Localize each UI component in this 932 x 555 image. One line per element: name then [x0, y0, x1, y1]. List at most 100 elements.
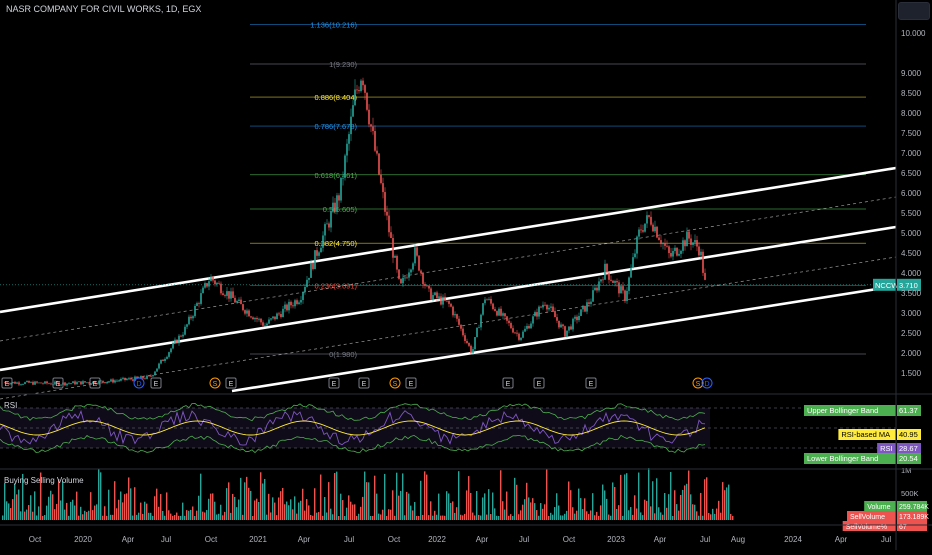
volume-bar — [614, 487, 616, 520]
price-tick: 2.000 — [901, 349, 922, 358]
candle — [334, 202, 336, 212]
candle — [622, 286, 624, 291]
candle — [358, 90, 360, 92]
candle — [604, 263, 606, 280]
volume-bar — [404, 515, 406, 520]
candle — [440, 296, 442, 305]
volume-bar — [194, 515, 196, 520]
volume-bar — [704, 479, 706, 520]
volume-bar — [206, 510, 208, 520]
candle — [632, 257, 634, 268]
event-marker — [89, 377, 101, 389]
candle — [508, 320, 510, 324]
volume-bar — [332, 514, 334, 520]
rsi-badge-value-bg — [897, 429, 921, 440]
candle — [76, 382, 78, 385]
candle — [124, 377, 126, 380]
volume-tick: 1M — [901, 466, 911, 475]
candle — [186, 324, 188, 327]
rsi-badge-value: 40.95 — [899, 430, 918, 439]
candle — [652, 224, 654, 232]
price-tick: 10.000 — [901, 29, 926, 38]
candle — [656, 226, 658, 238]
candle — [522, 331, 524, 338]
candle — [700, 251, 702, 256]
volume-bar — [374, 475, 376, 520]
candle — [538, 306, 540, 317]
volume-bar — [694, 504, 696, 520]
price-tick: 5.000 — [901, 229, 922, 238]
volume-bar — [292, 509, 294, 520]
volume-bar — [558, 505, 560, 520]
candle — [686, 231, 688, 247]
volume-bar — [66, 502, 68, 520]
fib-label: 0.886(8.404) — [314, 93, 357, 102]
candle — [26, 380, 28, 383]
volume-bar — [132, 515, 134, 520]
candle — [310, 262, 312, 278]
candle — [348, 134, 350, 144]
volume-bar — [728, 484, 730, 520]
volume-bar — [532, 498, 534, 520]
candle — [292, 305, 294, 307]
volume-bar — [682, 489, 684, 520]
candle — [340, 177, 342, 201]
volume-bar — [372, 515, 374, 520]
volume-bar — [582, 509, 584, 520]
rsi-badge-label-bg — [804, 453, 896, 464]
candle — [552, 306, 554, 312]
volume-bar — [284, 504, 286, 520]
candle — [190, 316, 192, 319]
volume-bar — [244, 482, 246, 520]
candle — [20, 384, 22, 386]
volume-badge-value-bg — [897, 521, 927, 531]
volume-bar — [698, 515, 700, 520]
volume-badge-value: 67 — [899, 524, 907, 531]
volume-bar — [90, 492, 92, 520]
candle — [486, 299, 488, 301]
volume-bar — [10, 508, 12, 520]
rsi-badge-label: Upper Bollinger Band — [807, 406, 878, 415]
candle — [318, 252, 320, 256]
volume-bar — [276, 515, 278, 520]
channel-upper — [0, 166, 897, 314]
volume-bar — [366, 482, 368, 520]
volume-bar — [570, 490, 572, 520]
candle — [254, 318, 256, 320]
flag-icon[interactable] — [898, 2, 930, 20]
candle — [634, 253, 636, 258]
candle — [246, 310, 248, 314]
volume-bar — [610, 515, 612, 520]
candle — [642, 230, 644, 232]
candle — [130, 378, 132, 380]
rsi-badge-value-bg — [897, 405, 921, 416]
candle — [148, 375, 150, 377]
volume-bar — [644, 499, 646, 520]
volume-badge-value-bg — [897, 501, 927, 511]
candle — [472, 349, 474, 354]
volume-bar — [320, 474, 322, 520]
candle — [252, 317, 254, 320]
candle — [176, 339, 178, 344]
candle — [306, 279, 308, 287]
candle — [624, 290, 626, 302]
price-tick: 7.500 — [901, 129, 922, 138]
volume-bar — [282, 487, 284, 520]
candle — [210, 276, 212, 282]
volume-bar — [722, 482, 724, 520]
candle — [58, 382, 60, 386]
price-pane: 1.136(10.216) 1(9.230) 0.886(8.404) 0.786(7… — [0, 21, 921, 400]
volume-bar — [510, 514, 512, 520]
volume-bar — [262, 483, 264, 520]
volume-bar — [196, 510, 198, 520]
volume-bar — [18, 489, 20, 520]
candle — [272, 316, 274, 319]
event-label: E — [332, 381, 337, 388]
rsi-badge-label-bg — [838, 429, 896, 440]
volume-bar — [336, 471, 338, 520]
rsi-badge-value-bg — [897, 443, 921, 454]
candle — [540, 306, 542, 308]
volume-bar — [218, 513, 220, 520]
